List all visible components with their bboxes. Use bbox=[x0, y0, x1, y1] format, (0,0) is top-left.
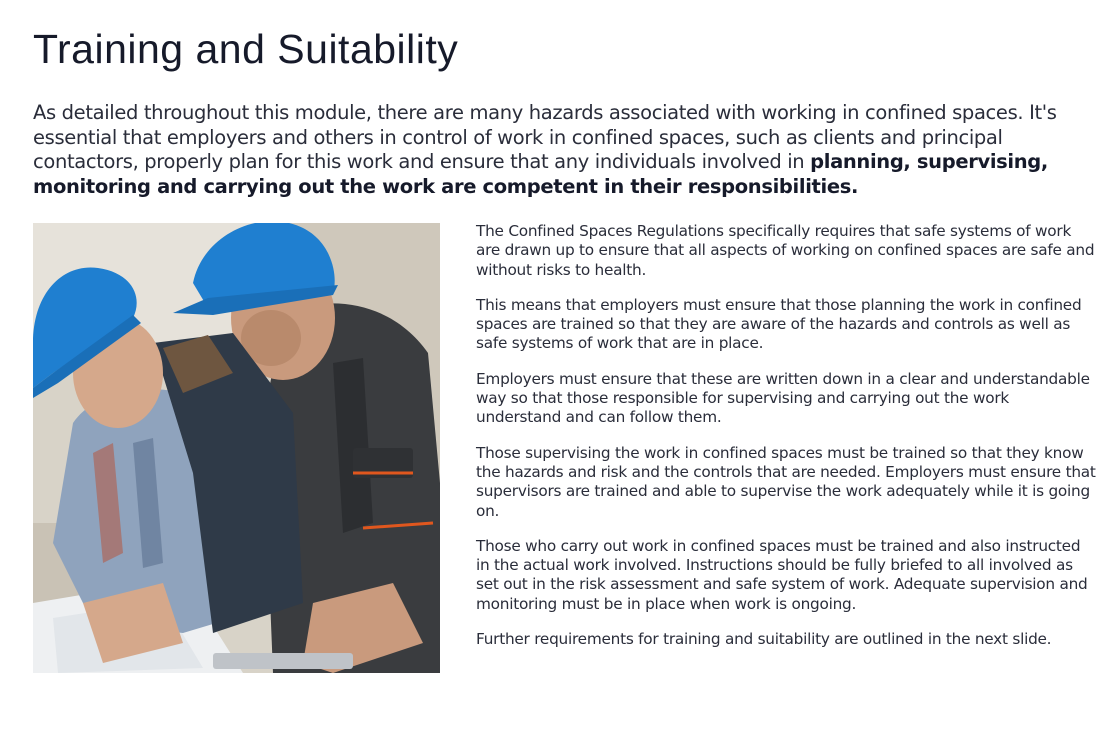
intro-text: As detailed throughout this module, ther… bbox=[33, 101, 1057, 173]
page-title: Training and Suitability bbox=[33, 26, 459, 72]
intro-paragraph: As detailed throughout this module, ther… bbox=[33, 101, 1093, 199]
body-paragraph: The Confined Spaces Regulations specific… bbox=[476, 222, 1095, 279]
body-paragraph: Employers must ensure that these are wri… bbox=[476, 369, 1090, 427]
body-text-column: The Confined Spaces Regulations specific… bbox=[476, 222, 1096, 665]
body-paragraph: Those who carry out work in confined spa… bbox=[476, 536, 1088, 613]
intro-emphasis: planning, supervising, monitoring and ca… bbox=[33, 150, 1048, 198]
body-paragraph: Further requirements for training and su… bbox=[476, 630, 1052, 649]
body-paragraph: This means that employers must ensure th… bbox=[476, 295, 1082, 353]
body-paragraph: Those supervising the work in confined s… bbox=[476, 443, 1096, 520]
workers-photo bbox=[33, 223, 440, 673]
